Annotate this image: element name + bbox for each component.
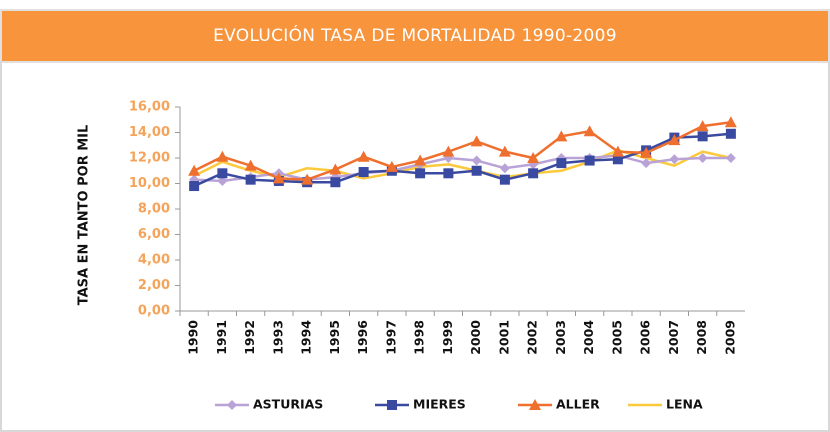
marker (528, 168, 539, 179)
marker (216, 150, 229, 162)
marker (415, 168, 426, 179)
legend-label: ASTURIAS (253, 397, 323, 412)
marker (471, 155, 482, 166)
y-tick-label: 10,00 (129, 176, 170, 191)
marker (245, 174, 256, 185)
x-tick-label: 1998 (412, 320, 427, 355)
marker (498, 145, 511, 157)
x-tick-label: 2008 (694, 320, 709, 355)
header-bar: EVOLUCIÓN TASA DE MORTALIDAD 1990-2009 (0, 9, 830, 63)
marker (358, 167, 369, 178)
marker (188, 164, 201, 176)
marker (471, 165, 482, 176)
marker (527, 152, 540, 163)
x-tick-label: 2004 (581, 320, 596, 355)
y-tick-label: 6,00 (138, 227, 170, 242)
x-tick-label: 1995 (327, 320, 342, 355)
legend-label: ALLER (556, 397, 600, 412)
marker (217, 168, 228, 179)
x-tick-label: 1991 (214, 320, 229, 355)
x-tick-label: 2003 (553, 320, 568, 355)
marker (189, 181, 200, 192)
marker (611, 145, 624, 157)
y-tick-label: 4,00 (138, 253, 170, 268)
y-tick-label: 16,00 (129, 100, 170, 115)
x-tick-label: 1999 (440, 320, 455, 355)
x-tick-label: 1992 (242, 320, 257, 355)
y-tick-label: 8,00 (138, 202, 170, 217)
marker (669, 154, 680, 165)
chart-box (0, 61, 830, 432)
legend-marker (387, 400, 397, 410)
marker (217, 175, 228, 186)
legend-marker (529, 399, 541, 410)
marker (555, 130, 568, 142)
y-tick-label: 14,00 (129, 125, 170, 140)
y-tick-label: 12,00 (129, 151, 170, 166)
marker (442, 145, 455, 157)
x-tick-label: 2007 (666, 320, 681, 355)
x-tick-label: 1996 (355, 320, 370, 355)
x-tick-label: 2001 (496, 320, 511, 355)
marker (244, 159, 257, 171)
x-tick-label: 2002 (525, 320, 540, 355)
x-tick-label: 2005 (609, 320, 624, 355)
series-line (193, 121, 732, 181)
legend-label: LENA (666, 397, 703, 412)
marker (330, 177, 341, 188)
x-tick-label: 1994 (299, 320, 314, 355)
marker (443, 168, 454, 179)
legend-label: MIERES (413, 397, 466, 412)
marker (470, 135, 483, 147)
y-tick-label: 0,00 (138, 304, 170, 319)
marker (697, 131, 708, 142)
marker (725, 128, 736, 139)
y-axis-title: TASA EN TANTO POR MIL (77, 125, 92, 306)
x-tick-label: 1997 (383, 320, 398, 355)
x-tick-label: 2009 (722, 320, 737, 355)
marker (414, 154, 427, 166)
marker (640, 146, 653, 158)
marker (499, 174, 510, 185)
marker (301, 173, 314, 185)
marker (641, 158, 652, 169)
chart-title: EVOLUCIÓN TASA DE MORTALIDAD 1990-2009 (213, 26, 617, 46)
x-tick-label: 2006 (638, 320, 653, 355)
x-tick-label: 1993 (270, 320, 285, 355)
marker (697, 153, 708, 163)
marker (556, 158, 567, 169)
marker (696, 120, 709, 132)
marker (724, 116, 737, 128)
marker (272, 172, 285, 184)
marker (357, 150, 370, 162)
marker (612, 154, 623, 165)
y-tick-label: 2,00 (138, 278, 170, 293)
marker (385, 160, 398, 172)
marker (584, 155, 595, 166)
x-tick-label: 1990 (186, 320, 201, 355)
marker (329, 163, 342, 175)
marker (668, 134, 681, 146)
marker (583, 125, 596, 137)
marker (499, 163, 510, 174)
series-line (194, 154, 731, 183)
x-tick-label: 2000 (468, 320, 483, 355)
marker (725, 153, 736, 163)
legend-marker (227, 400, 237, 410)
